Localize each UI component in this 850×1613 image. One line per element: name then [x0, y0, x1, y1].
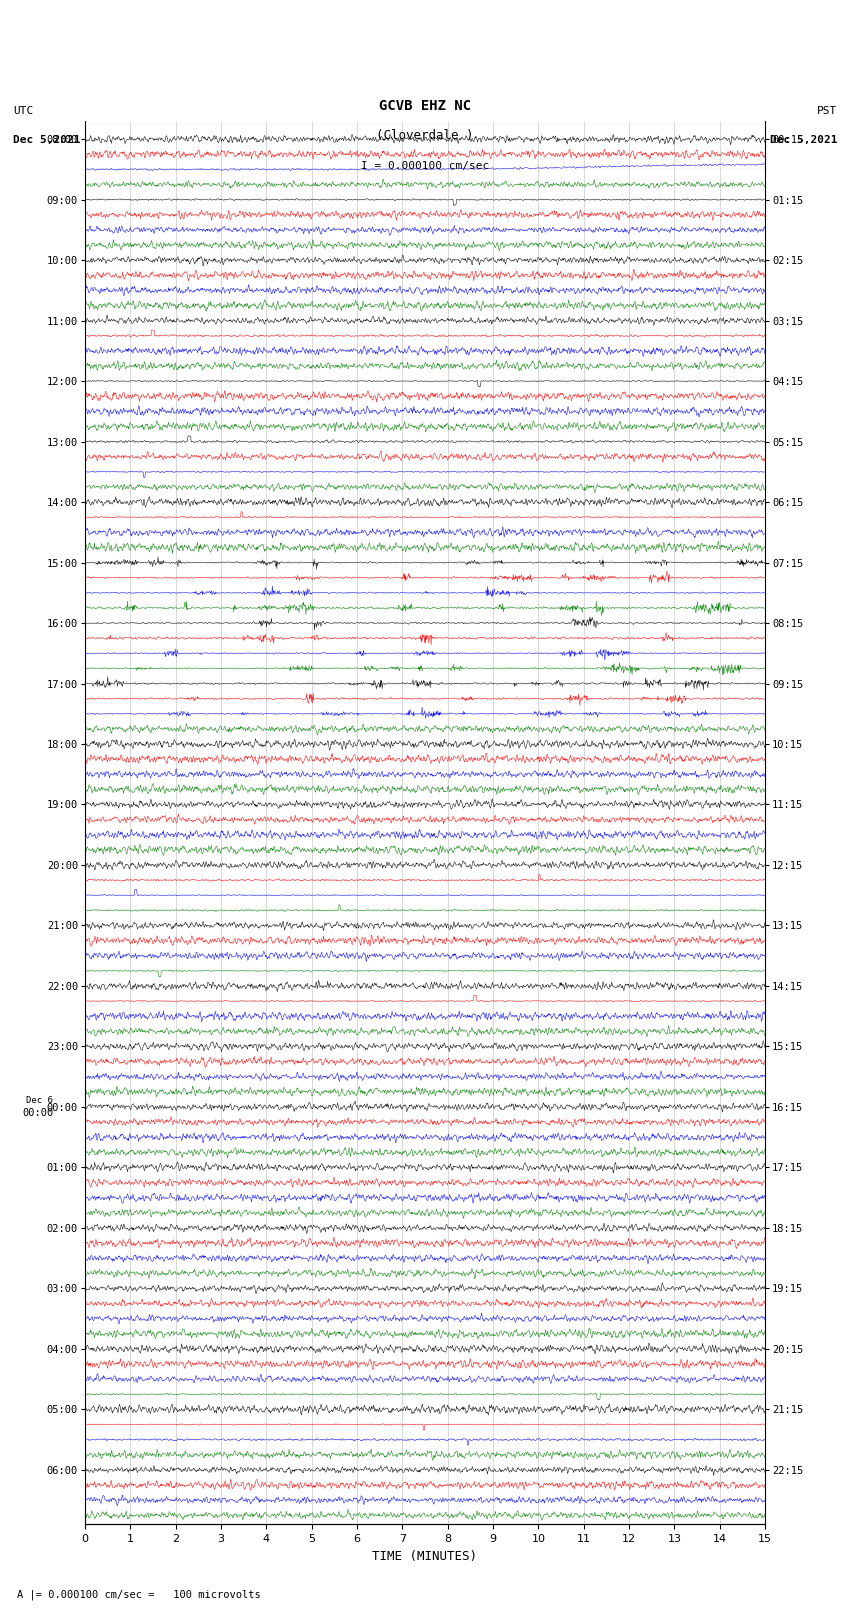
Text: PST: PST — [817, 106, 837, 116]
Text: GCVB EHZ NC: GCVB EHZ NC — [379, 98, 471, 113]
X-axis label: TIME (MINUTES): TIME (MINUTES) — [372, 1550, 478, 1563]
Text: UTC: UTC — [13, 106, 33, 116]
Text: (Cloverdale ): (Cloverdale ) — [377, 129, 473, 142]
Text: Dec 5,2021: Dec 5,2021 — [770, 135, 837, 145]
Text: I = 0.000100 cm/sec: I = 0.000100 cm/sec — [361, 161, 489, 171]
Text: Dec 5,2021: Dec 5,2021 — [13, 135, 80, 145]
Text: Dec 6: Dec 6 — [26, 1095, 54, 1105]
Text: A |= 0.000100 cm/sec =   100 microvolts: A |= 0.000100 cm/sec = 100 microvolts — [17, 1589, 261, 1600]
Text: 00:00: 00:00 — [22, 1108, 54, 1118]
